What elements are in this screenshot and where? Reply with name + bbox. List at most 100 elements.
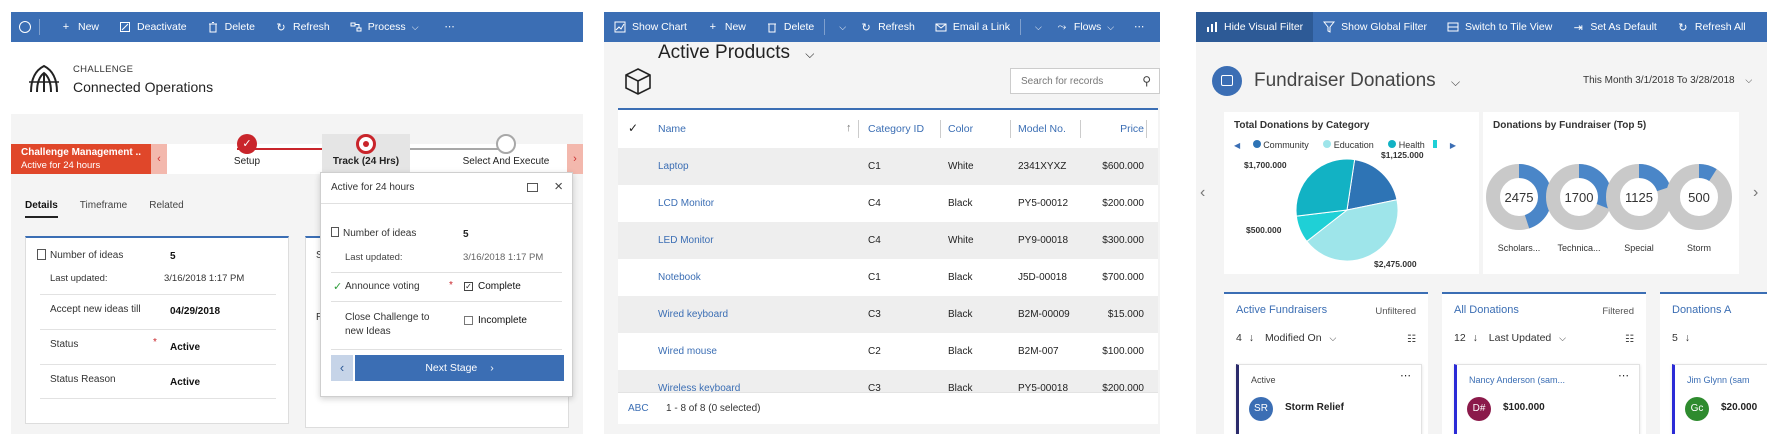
stream-title[interactable]: All Donations	[1454, 304, 1519, 316]
bulk-select-icon[interactable]: ☷	[1625, 334, 1634, 345]
donut-segment[interactable]	[1638, 164, 1671, 192]
pie-slice[interactable]	[1346, 159, 1398, 211]
bulk-select-icon[interactable]: ☷	[1407, 334, 1416, 345]
deactivate-button[interactable]: Deactivate	[109, 12, 197, 42]
delete-button[interactable]: Delete	[756, 12, 824, 42]
announce-checkbox[interactable]: ✓	[464, 282, 473, 291]
stream-record-card[interactable]: Nancy Anderson (sam... ⋯ D# $100.000	[1454, 364, 1640, 434]
more-commands-button[interactable]: ⋯	[444, 21, 456, 33]
hide-visual-filter-button[interactable]: Hide Visual Filter	[1196, 12, 1314, 42]
legend-entry[interactable]: Community	[1263, 140, 1309, 150]
status-value[interactable]: Active	[170, 342, 201, 353]
stream-sort[interactable]: 12 ↓ Last Updated ⌵	[1454, 332, 1566, 344]
command-bar: Hide Visual Filter Show Global Filter Sw…	[1196, 12, 1767, 42]
donut-segment[interactable]	[1698, 164, 1717, 182]
date-range-filter[interactable]: This Month 3/1/2018 To 3/28/2018 ⌵	[1583, 75, 1753, 86]
current-stage-icon	[356, 134, 376, 154]
stage-select-execute[interactable]: Select And Execute	[451, 134, 561, 167]
donut-segment[interactable]	[1578, 164, 1612, 210]
dashboard-title[interactable]: Fundraiser Donations ⌵	[1254, 70, 1461, 91]
more-options-icon[interactable]: ⋯	[1400, 370, 1411, 382]
search-icon[interactable]: ⚲	[1142, 74, 1151, 88]
field-label: Status Reason	[50, 374, 116, 385]
search-input[interactable]: Search for records ⚲	[1010, 68, 1160, 94]
flyout-number-value[interactable]: 5	[463, 229, 469, 240]
pie-slice[interactable]	[1295, 158, 1356, 217]
data-label: $1,700.000	[1244, 160, 1287, 170]
table-row[interactable]: Notebook C1 Black J5D-00018 $700.000	[658, 272, 1144, 283]
pie-slice[interactable]	[1306, 199, 1399, 262]
active-process-stage[interactable]: Challenge Management ... Active for 24 h…	[11, 144, 151, 174]
stage-setup[interactable]: ✓ Setup	[207, 134, 287, 167]
column-header-color[interactable]: Color	[948, 123, 974, 135]
alphabet-filter-button[interactable]: ABC	[628, 403, 649, 414]
table-row[interactable]: LCD Monitor C4 Black PY5-00012 $200.000	[658, 198, 1144, 209]
donut-segment[interactable]	[1518, 164, 1552, 229]
table-row[interactable]: Wired mouse C2 Black B2M-007 $100.000	[658, 346, 1144, 357]
show-chart-button[interactable]: Show Chart	[604, 12, 697, 42]
donut-chart[interactable]: 2475 Scholars...	[1486, 164, 1552, 253]
close-icon[interactable]: ×	[554, 178, 563, 195]
tab-details[interactable]: Details	[25, 200, 58, 218]
email-more-button[interactable]: ⌵	[1031, 12, 1046, 42]
email-link-button[interactable]: Email a Link	[925, 12, 1020, 42]
previous-stage-button[interactable]: ‹	[331, 355, 353, 381]
document-icon	[37, 249, 46, 260]
avatar: Gc	[1685, 397, 1709, 421]
toggle-menu-button[interactable]	[11, 12, 39, 42]
select-all-checkmark-icon[interactable]: ✓	[628, 121, 639, 135]
show-global-filter-button[interactable]: Show Global Filter	[1313, 12, 1437, 42]
tab-timeframe[interactable]: Timeframe	[79, 200, 128, 211]
stream-title[interactable]: Donations A	[1672, 304, 1732, 316]
stream-sort[interactable]: 4 ↓ Modified On ⌵	[1236, 332, 1337, 344]
new-button[interactable]: + New	[697, 12, 756, 42]
more-options-icon[interactable]: ⋯	[1618, 370, 1629, 382]
chevron-left-icon[interactable]: ‹	[1200, 184, 1206, 201]
stage-track[interactable]: Track (24 Hrs)	[322, 134, 410, 174]
legend-entry[interactable]: Health	[1398, 140, 1425, 150]
table-row[interactable]: Laptop C1 White 2341XYXZ $600.000	[618, 148, 1158, 185]
process-button[interactable]: Process ⌵	[340, 12, 429, 42]
table-row[interactable]: Wired keyboard C3 Black B2M-00009 $15.00…	[618, 296, 1158, 333]
column-header-model[interactable]: Model No.	[1018, 123, 1066, 135]
previous-stage-arrow[interactable]: ‹	[151, 144, 167, 174]
donut-chart[interactable]: 1125 Special	[1606, 164, 1672, 253]
flows-button[interactable]: ⤳ Flows ⌵	[1057, 20, 1115, 34]
data-label: 2475	[1505, 190, 1534, 205]
next-stage-button[interactable]: Next Stage ›	[355, 355, 564, 381]
refresh-button[interactable]: ↻ Refresh	[276, 21, 330, 34]
dock-icon[interactable]	[527, 183, 538, 192]
switch-tile-view-button[interactable]: Switch to Tile View	[1437, 12, 1562, 42]
legend-next-icon[interactable]: ▶	[1449, 141, 1456, 150]
donut-chart[interactable]: 1700 Technica...	[1546, 164, 1612, 253]
more-commands-button[interactable]: ⋯	[1134, 21, 1145, 33]
stream-record-card[interactable]: Jim Glynn (sam Gc $20.000	[1672, 364, 1767, 434]
new-button[interactable]: + New	[50, 12, 109, 42]
stream-filter-status: Unfiltered	[1375, 306, 1416, 317]
column-header-price[interactable]: Price	[1120, 123, 1144, 135]
progress-line-pending	[367, 148, 511, 150]
column-header-category[interactable]: Category ID	[868, 123, 925, 135]
stream-record-card[interactable]: Active ⋯ SR Storm Relief	[1236, 364, 1422, 434]
table-row[interactable]: LED Monitor C4 White PY9-00018 $300.000	[618, 222, 1158, 259]
chevron-right-icon[interactable]: ›	[1753, 184, 1759, 201]
divider	[331, 349, 562, 350]
tab-related[interactable]: Related	[149, 200, 184, 211]
status-reason-value[interactable]: Active	[170, 377, 201, 388]
stream-sort[interactable]: 5 ↓	[1672, 332, 1691, 344]
refresh-button[interactable]: ↻ Refresh	[861, 21, 915, 34]
donut-chart[interactable]: 500 Storm	[1666, 164, 1732, 253]
close-challenge-checkbox[interactable]	[464, 316, 473, 325]
set-as-default-button[interactable]: ⇥ Set As Default	[1573, 21, 1657, 34]
column-header-name[interactable]: Name	[658, 123, 687, 135]
view-title[interactable]: Active Products ⌵	[658, 42, 815, 63]
number-of-ideas-value[interactable]: 5	[170, 251, 176, 262]
delete-more-button[interactable]: ⌵	[835, 12, 850, 42]
next-stage-arrow[interactable]: ›	[567, 144, 583, 174]
refresh-all-button[interactable]: ↻ Refresh All	[1678, 21, 1746, 34]
accept-ideas-till-value[interactable]: 04/29/2018	[170, 306, 221, 317]
stream-title[interactable]: Active Fundraisers	[1236, 304, 1328, 316]
legend-entry[interactable]: Education	[1333, 140, 1374, 150]
legend-prev-icon[interactable]: ◀	[1234, 141, 1241, 150]
delete-button[interactable]: Delete	[197, 12, 265, 42]
